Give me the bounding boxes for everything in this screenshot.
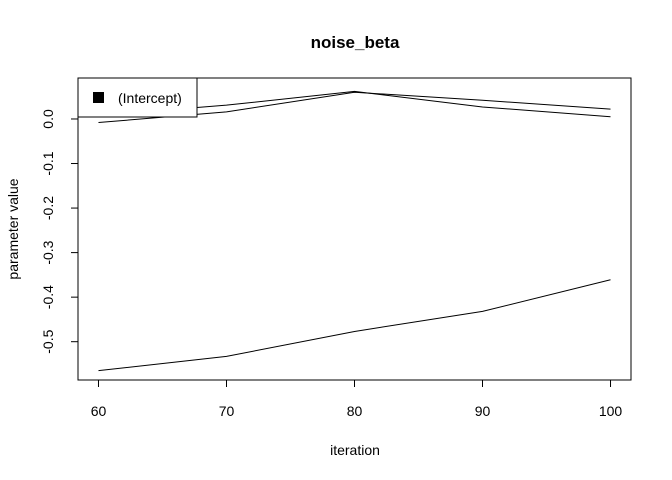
x-axis-label: iteration (330, 442, 380, 458)
y-tick-label: 0.0 (40, 109, 56, 129)
series-line-3 (98, 279, 611, 372)
y-tick-label: -0.1 (40, 151, 56, 175)
x-tick-label: 100 (599, 403, 623, 419)
legend-swatch (93, 92, 104, 103)
y-tick-label: -0.3 (40, 240, 56, 264)
x-tick-label: 70 (219, 403, 235, 419)
x-tick-label: 60 (91, 403, 107, 419)
plot-frame (77, 77, 632, 381)
y-tick-label: -0.4 (40, 285, 56, 309)
chart-title: noise_beta (311, 33, 400, 52)
y-tick-label: -0.2 (40, 196, 56, 220)
x-tick-label: 80 (347, 403, 363, 419)
y-tick-label: -0.5 (40, 329, 56, 353)
y-axis-label: parameter value (5, 178, 21, 279)
x-axis: 60 70 80 90 100 (91, 379, 623, 419)
legend: (Intercept) (77, 77, 198, 118)
legend-item-intercept: (Intercept) (118, 90, 182, 106)
y-axis: 0.0 -0.1 -0.2 -0.3 -0.4 -0.5 (40, 109, 79, 354)
x-tick-label: 90 (475, 403, 491, 419)
series-lines (98, 90, 611, 372)
